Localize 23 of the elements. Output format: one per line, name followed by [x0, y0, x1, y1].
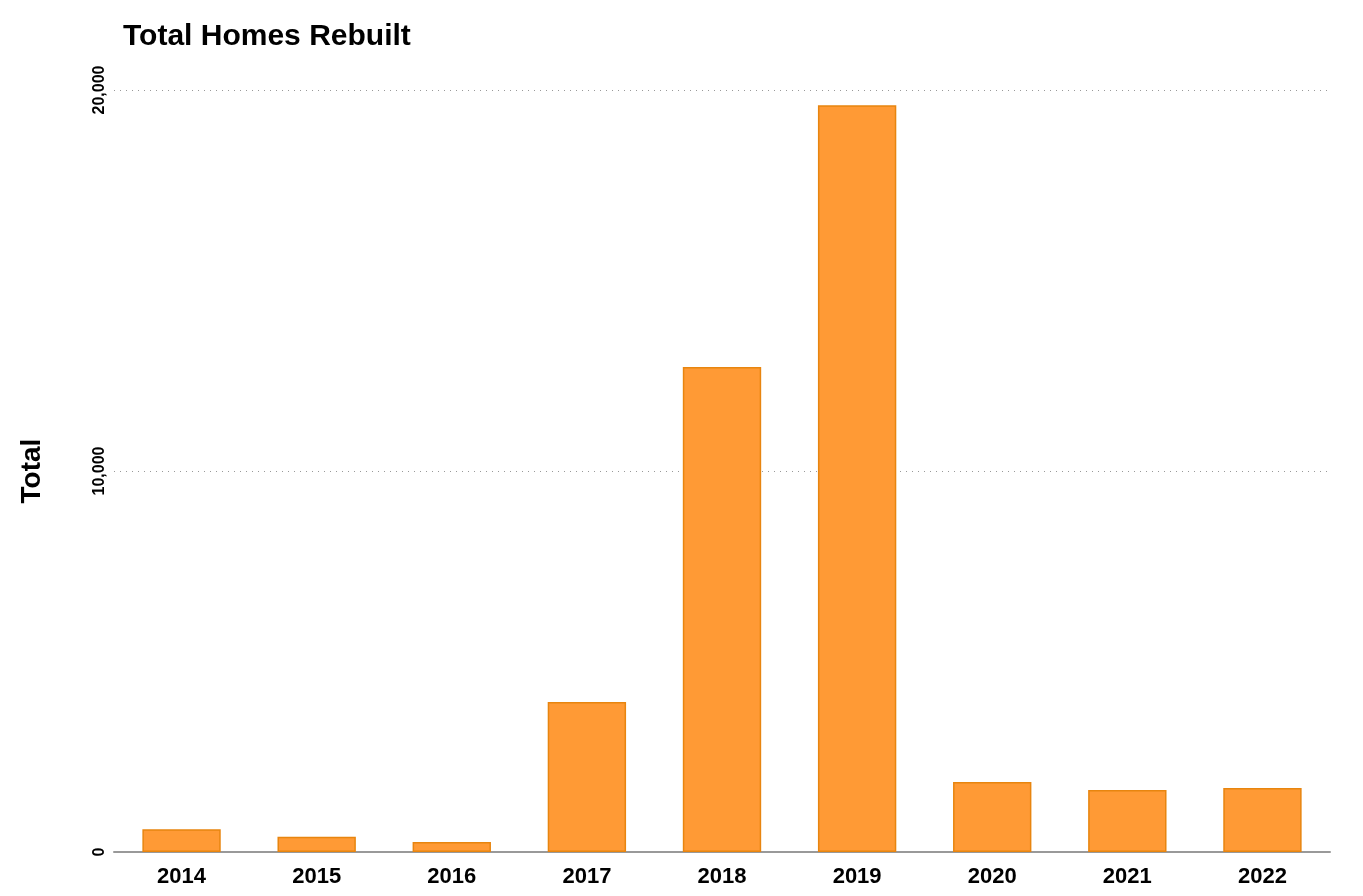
x-tick-label: 2019	[832, 862, 882, 888]
bar	[142, 829, 221, 852]
x-tick-label: 2021	[1102, 862, 1152, 888]
x-tick-label: 2020	[967, 862, 1017, 888]
bar	[682, 366, 762, 852]
bar	[817, 105, 897, 852]
y-tick-label: 10,000	[89, 446, 107, 496]
x-tick-label: 2016	[427, 862, 477, 888]
x-tick-label: 2022	[1237, 862, 1287, 888]
bar	[412, 842, 491, 852]
bar	[277, 836, 356, 852]
bar	[1088, 789, 1167, 852]
bar	[1223, 787, 1302, 852]
x-tick-label: 2017	[562, 862, 612, 888]
x-tick-label: 2015	[292, 862, 342, 888]
bar	[547, 701, 627, 852]
bar	[953, 781, 1032, 852]
chart-title: Total Homes Rebuilt	[123, 17, 411, 51]
y-tick-label: 20,000	[89, 65, 107, 115]
y-tick-label: 0	[89, 847, 107, 857]
x-tick-label: 2014	[157, 862, 207, 888]
y-axis-title: Total	[14, 438, 46, 504]
x-tick-label: 2018	[697, 862, 747, 888]
